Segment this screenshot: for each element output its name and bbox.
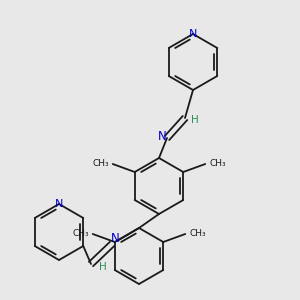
Text: N: N [189, 29, 197, 39]
Text: N: N [55, 199, 63, 209]
Text: CH₃: CH₃ [72, 230, 89, 238]
Text: N: N [158, 130, 166, 142]
Text: CH₃: CH₃ [92, 160, 109, 169]
Text: H: H [99, 262, 107, 272]
Text: N: N [111, 232, 119, 244]
Text: H: H [191, 115, 199, 125]
Text: CH₃: CH₃ [209, 160, 226, 169]
Text: CH₃: CH₃ [189, 230, 206, 238]
